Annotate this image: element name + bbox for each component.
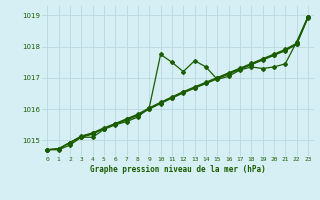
X-axis label: Graphe pression niveau de la mer (hPa): Graphe pression niveau de la mer (hPa) [90, 165, 266, 174]
